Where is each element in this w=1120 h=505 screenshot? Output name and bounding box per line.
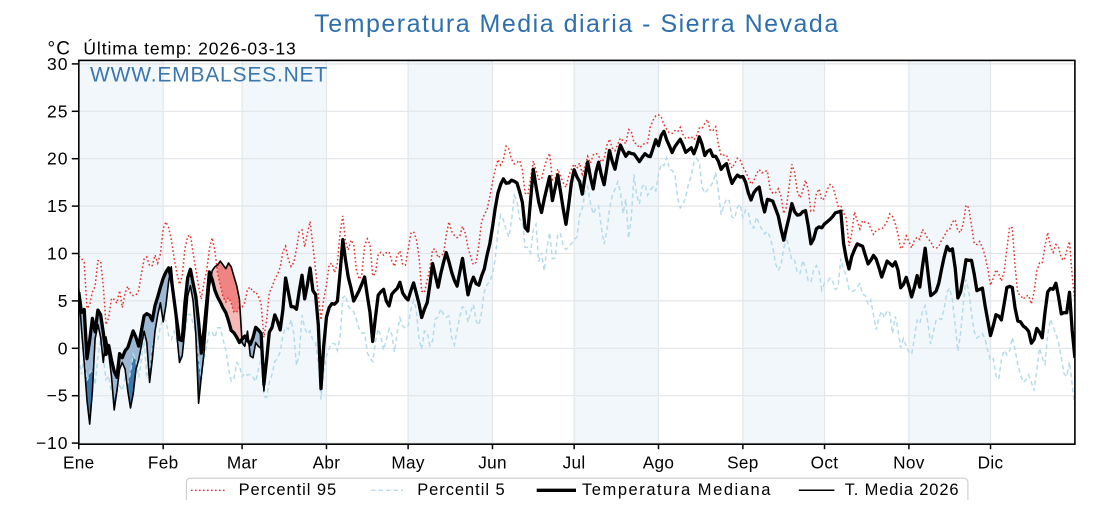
svg-text:30: 30 (47, 54, 68, 74)
svg-text:Ago: Ago (643, 452, 674, 472)
svg-text:Jul: Jul (563, 452, 586, 472)
svg-text:Jun: Jun (478, 452, 507, 472)
svg-text:Temperatura Media diaria - Sie: Temperatura Media diaria - Sierra Nevada (314, 10, 840, 38)
svg-text:25: 25 (47, 101, 68, 121)
svg-text:−5: −5 (47, 386, 69, 406)
svg-text:Percentil 5: Percentil 5 (417, 481, 505, 499)
svg-text:T. Media 2026: T. Media 2026 (845, 481, 960, 499)
svg-text:WWW.EMBALSES.NET: WWW.EMBALSES.NET (90, 63, 328, 86)
svg-text:Abr: Abr (313, 452, 341, 472)
svg-text:5: 5 (58, 291, 69, 311)
svg-text:0: 0 (58, 338, 69, 358)
svg-text:Última temp: 2026-03-13: Última temp: 2026-03-13 (83, 38, 296, 59)
svg-text:Temperatura Mediana: Temperatura Mediana (582, 481, 772, 499)
svg-text:Feb: Feb (148, 452, 179, 472)
svg-text:Sep: Sep (727, 452, 758, 472)
svg-text:May: May (391, 452, 424, 472)
svg-text:20: 20 (47, 149, 68, 169)
svg-text:Mar: Mar (227, 452, 258, 472)
svg-text:Percentil 95: Percentil 95 (239, 481, 338, 499)
svg-text:°C: °C (48, 39, 72, 60)
svg-text:15: 15 (47, 196, 68, 216)
svg-text:Dic: Dic (978, 452, 1004, 472)
svg-text:−10: −10 (36, 433, 69, 453)
svg-text:10: 10 (47, 244, 68, 264)
svg-text:Ene: Ene (63, 452, 94, 472)
svg-text:Oct: Oct (811, 452, 839, 472)
svg-text:Nov: Nov (893, 452, 925, 472)
